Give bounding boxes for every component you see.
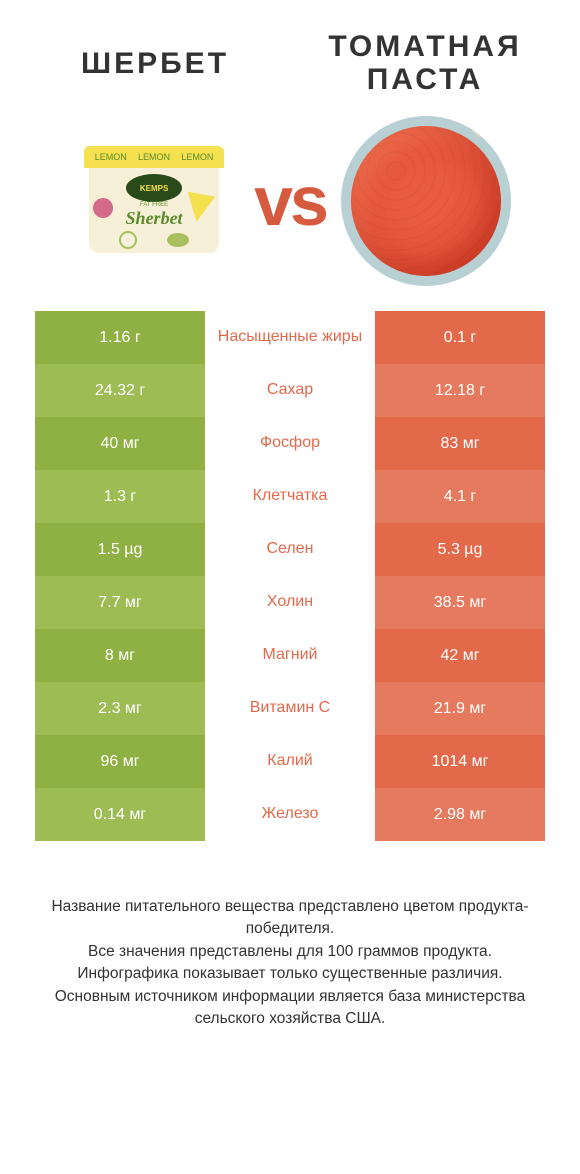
cell-mid: Селен <box>205 523 375 576</box>
cell-left: 40 мг <box>35 417 205 470</box>
spoon-icon <box>468 116 511 145</box>
cell-right: 1014 мг <box>375 735 545 788</box>
header-right-line1: Томатная <box>328 30 521 63</box>
tomato-paste-image <box>341 116 511 286</box>
table-row: 7.7 мгХолин38.5 мг <box>35 576 545 629</box>
cell-mid: Фосфор <box>205 417 375 470</box>
table-row: 0.14 мгЖелезо2.98 мг <box>35 788 545 841</box>
vs-text: vs <box>254 161 326 241</box>
table-row: 96 мгКалий1014 мг <box>35 735 545 788</box>
table-row: 8 мгМагний42 мг <box>35 629 545 682</box>
cell-left: 1.5 µg <box>35 523 205 576</box>
cell-right: 83 мг <box>375 417 545 470</box>
cell-right: 0.1 г <box>375 311 545 364</box>
header-right: Томатная паста <box>290 30 560 96</box>
cell-mid: Клетчатка <box>205 470 375 523</box>
cell-right: 38.5 мг <box>375 576 545 629</box>
comparison-table: 1.16 гНасыщенные жиры0.1 г24.32 гСахар12… <box>0 311 580 841</box>
tub-decor-icon <box>167 233 189 247</box>
table-row: 2.3 мгВитамин C21.9 мг <box>35 682 545 735</box>
table-row: 40 мгФосфор83 мг <box>35 417 545 470</box>
cell-right: 4.1 г <box>375 470 545 523</box>
header-left: Шербет <box>20 30 290 96</box>
footer-line: Все значения представлены для 100 граммо… <box>30 941 550 963</box>
table-row: 24.32 гСахар12.18 г <box>35 364 545 417</box>
cell-right: 42 мг <box>375 629 545 682</box>
tub-decor-icon <box>93 198 113 218</box>
cell-left: 24.32 г <box>35 364 205 417</box>
cell-left: 0.14 мг <box>35 788 205 841</box>
table-row: 1.3 гКлетчатка4.1 г <box>35 470 545 523</box>
tub-decor-icon <box>119 231 137 249</box>
tub-decor-icon <box>183 192 215 224</box>
tub-lid: LEMON LEMON LEMON <box>84 146 224 168</box>
cell-right: 21.9 мг <box>375 682 545 735</box>
cell-right: 5.3 µg <box>375 523 545 576</box>
header: Шербет Томатная паста <box>0 0 580 106</box>
cell-left: 1.3 г <box>35 470 205 523</box>
cell-mid: Витамин C <box>205 682 375 735</box>
footer-line: Инфографика показывает только существенн… <box>30 963 550 985</box>
cell-left: 7.7 мг <box>35 576 205 629</box>
brand-oval: KEMPS <box>126 174 182 202</box>
cell-left: 8 мг <box>35 629 205 682</box>
footer: Название питательного вещества представл… <box>0 841 580 1051</box>
image-row: LEMON LEMON LEMON KEMPS FAT FREE Sherbet… <box>0 106 580 311</box>
cell-mid: Холин <box>205 576 375 629</box>
cell-mid: Насыщенные жиры <box>205 311 375 364</box>
cell-left: 96 мг <box>35 735 205 788</box>
cell-left: 1.16 г <box>35 311 205 364</box>
cell-right: 2.98 мг <box>375 788 545 841</box>
header-right-line2: паста <box>328 63 521 96</box>
cell-mid: Сахар <box>205 364 375 417</box>
table-row: 1.5 µgСелен5.3 µg <box>35 523 545 576</box>
sherbet-image: LEMON LEMON LEMON KEMPS FAT FREE Sherbet <box>69 116 239 286</box>
tub-body: KEMPS FAT FREE Sherbet <box>89 168 219 253</box>
footer-line: Название питательного вещества представл… <box>30 896 550 941</box>
cell-left: 2.3 мг <box>35 682 205 735</box>
cell-right: 12.18 г <box>375 364 545 417</box>
footer-line: Основным источником информации является … <box>30 986 550 1031</box>
cell-mid: Калий <box>205 735 375 788</box>
table-row: 1.16 гНасыщенные жиры0.1 г <box>35 311 545 364</box>
cell-mid: Железо <box>205 788 375 841</box>
cell-mid: Магний <box>205 629 375 682</box>
paste-icon <box>351 126 501 276</box>
